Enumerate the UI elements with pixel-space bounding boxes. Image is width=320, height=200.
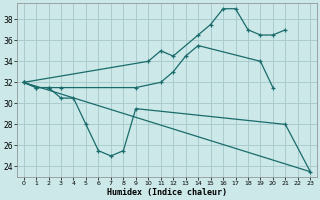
X-axis label: Humidex (Indice chaleur): Humidex (Indice chaleur) <box>107 188 227 197</box>
